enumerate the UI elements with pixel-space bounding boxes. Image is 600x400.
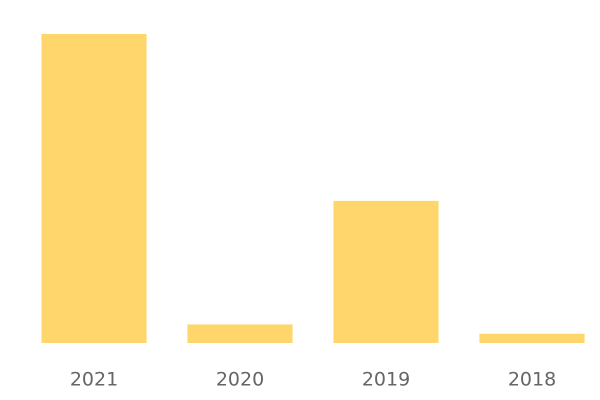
x-tick-label: 2018 — [508, 369, 556, 391]
bar — [333, 200, 439, 343]
x-tick-label: 2021 — [70, 369, 118, 391]
bar — [479, 333, 585, 343]
x-tick-label: 2019 — [362, 369, 410, 391]
bar — [41, 34, 147, 343]
bar — [187, 324, 293, 343]
x-tick-label: 2020 — [216, 369, 264, 391]
